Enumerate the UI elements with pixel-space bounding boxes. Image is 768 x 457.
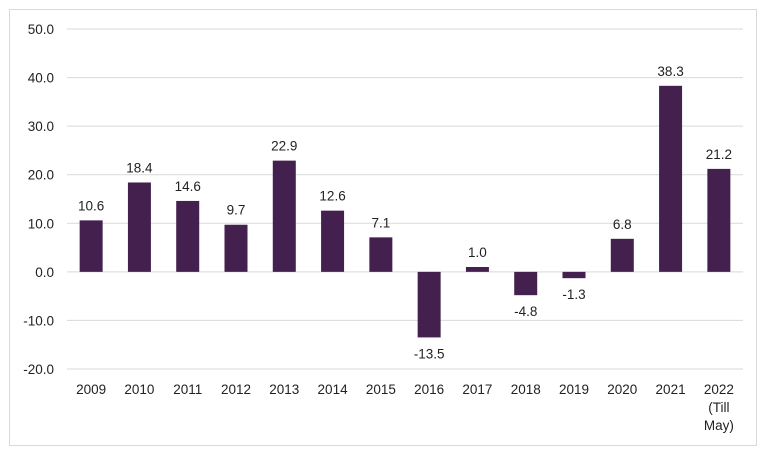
- data-label: -1.3: [562, 287, 585, 302]
- x-tick-label: 2013: [269, 382, 299, 397]
- y-tick-label: 40.0: [28, 71, 54, 86]
- x-tick-label: 2020: [607, 382, 637, 397]
- bar: [659, 85, 683, 272]
- x-tick-label: 2014: [318, 382, 349, 397]
- y-tick-label: -10.0: [23, 313, 54, 328]
- y-tick-label: 20.0: [28, 168, 54, 183]
- bar: [465, 267, 489, 272]
- bar: [514, 271, 538, 296]
- data-label: 7.1: [371, 215, 390, 230]
- data-label: 14.6: [175, 179, 201, 194]
- y-tick-label: 30.0: [28, 119, 54, 134]
- data-label: -13.5: [414, 346, 445, 361]
- x-tick-label: 2022 (Till May): [704, 382, 734, 433]
- bar: [369, 237, 393, 272]
- bar: [707, 168, 731, 272]
- data-label: 9.7: [227, 203, 246, 218]
- data-label: 10.6: [78, 198, 104, 213]
- bar: [610, 238, 634, 272]
- y-tick-label: 50.0: [28, 22, 54, 37]
- x-tick-label: 2019: [559, 382, 589, 397]
- x-tick-label: 2011: [173, 382, 202, 397]
- bar: [176, 200, 200, 272]
- x-tick-label: 2012: [221, 382, 251, 397]
- data-label: 21.2: [706, 147, 732, 162]
- y-tick-label: -20.0: [23, 362, 54, 377]
- x-tick-label: 2016: [414, 382, 444, 397]
- data-label: 18.4: [126, 160, 153, 175]
- bar: [562, 271, 586, 279]
- data-label: 12.6: [319, 189, 345, 204]
- x-tick-label: 2010: [124, 382, 154, 397]
- data-label: -4.8: [514, 304, 537, 319]
- x-tick-label: 2018: [511, 382, 541, 397]
- data-label: 38.3: [657, 64, 683, 79]
- bar: [321, 210, 345, 272]
- bar: [127, 182, 151, 272]
- x-tick-label: 2009: [76, 382, 106, 397]
- y-tick-label: 0.0: [35, 265, 54, 280]
- x-tick-label: 2015: [366, 382, 396, 397]
- bar: [417, 271, 441, 338]
- x-tick-label: 2021: [656, 382, 686, 397]
- data-label: 22.9: [271, 139, 297, 154]
- bar: [272, 160, 296, 272]
- y-tick-label: 10.0: [28, 216, 54, 231]
- x-tick-label: 2017: [462, 382, 492, 397]
- data-label: 1.0: [468, 245, 487, 260]
- bar: [79, 220, 103, 272]
- bar: [224, 224, 248, 272]
- data-label: 6.8: [613, 217, 632, 232]
